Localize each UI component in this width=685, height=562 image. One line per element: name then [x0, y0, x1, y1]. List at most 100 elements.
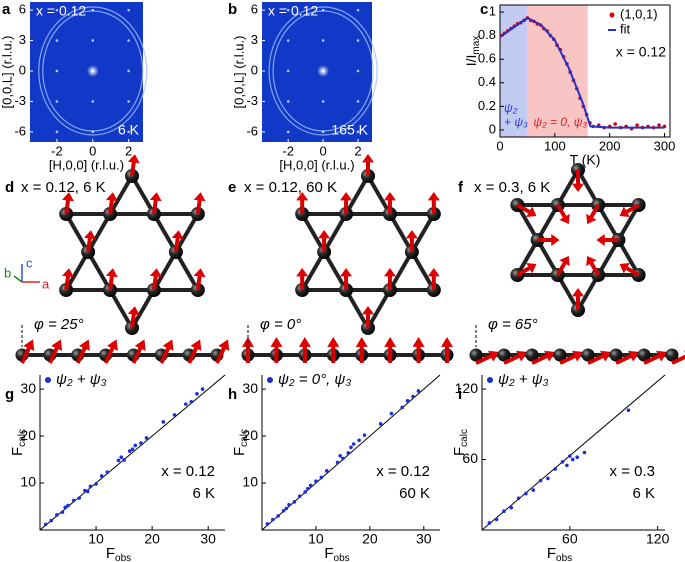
x-tick-label: 20 — [362, 531, 378, 547]
data-point — [405, 399, 410, 403]
arrow-shaft — [503, 353, 522, 365]
arrow-shaft — [516, 265, 532, 277]
data-point — [139, 441, 143, 445]
arrow-head — [526, 262, 537, 274]
bragg-spot — [91, 8, 95, 12]
spin-arrow — [643, 350, 668, 365]
arrow-shaft — [130, 160, 136, 177]
arrow-head — [656, 350, 668, 362]
spin-arrow — [296, 192, 309, 214]
arrow-shaft — [151, 198, 158, 215]
bragg-spot — [91, 130, 95, 134]
data-point — [276, 514, 280, 518]
bragg-spot — [127, 130, 130, 134]
x-tick-label: 10 — [88, 531, 104, 547]
spin-arrow — [516, 203, 537, 218]
data-point — [635, 123, 639, 128]
atom — [637, 348, 651, 362]
data-point — [119, 455, 124, 459]
atom — [581, 348, 595, 362]
spin-arrow — [383, 192, 396, 214]
arrow-head — [51, 339, 63, 351]
y-axis-label-main: F — [9, 447, 26, 456]
bond-triangle — [513, 165, 643, 277]
arrow-head — [62, 268, 74, 278]
data-point — [127, 449, 132, 453]
arrow-head — [340, 192, 353, 201]
spin-arrow — [298, 337, 311, 363]
spin-arrow — [340, 192, 353, 214]
spin-arrow — [537, 234, 560, 246]
data-point — [568, 454, 572, 458]
arrow-head — [383, 192, 396, 201]
axes — [261, 375, 440, 531]
legend-marker — [267, 377, 273, 383]
axis-label-a: a — [42, 276, 50, 291]
x-tick-label: -2 — [282, 143, 294, 158]
data-point — [189, 399, 194, 404]
y-tick-label: -3 — [14, 93, 26, 108]
spin-arrow — [105, 192, 118, 215]
spin-arrow — [327, 337, 340, 363]
spin-arrow — [362, 154, 374, 176]
arrow-shaft — [588, 260, 600, 277]
temperature: 6 K — [118, 122, 140, 138]
x-tick-label: 200 — [599, 138, 621, 153]
arrow-head — [296, 192, 309, 201]
spin-arrow — [586, 255, 600, 277]
atom — [665, 348, 679, 362]
data-point — [43, 522, 48, 527]
spin-arrow — [572, 288, 584, 310]
arrow-head — [105, 192, 118, 202]
annotation: x = 0.12 — [616, 44, 666, 60]
plot-frame — [499, 4, 671, 138]
data-point — [411, 394, 415, 399]
arrow-shaft — [64, 198, 71, 215]
arrow-head — [596, 234, 605, 246]
data-point — [71, 498, 76, 503]
panel-letter: f — [458, 179, 464, 196]
data-point — [538, 478, 543, 483]
data-point — [122, 458, 126, 462]
data-point — [66, 503, 70, 508]
diffraction-image — [30, 2, 143, 142]
arrow-head — [412, 337, 425, 347]
bragg-spot — [286, 39, 290, 42]
data-point — [88, 484, 93, 489]
annotation: 6 K — [632, 485, 655, 502]
x-axis-label-main: F — [106, 545, 115, 562]
arrow-head — [572, 183, 584, 192]
data-point — [349, 445, 353, 450]
panel-letter: d — [5, 179, 14, 196]
axis-label-c: c — [26, 255, 33, 270]
spin-arrow — [131, 339, 146, 364]
axis-label-b: b — [4, 265, 11, 280]
atom — [469, 348, 483, 362]
bragg-spot — [356, 8, 360, 12]
structure-title: x = 0.12, 60 K — [244, 179, 337, 196]
arrow-shaft — [187, 345, 199, 364]
arrow-head — [405, 230, 418, 239]
arrow-head — [383, 268, 396, 277]
y-tick-label: 3 — [251, 32, 258, 47]
spin-arrow — [556, 255, 570, 277]
spin-arrow — [340, 268, 353, 290]
arrow-head — [162, 339, 174, 351]
bragg-spot — [286, 69, 290, 73]
y-axis-label: Fcalc — [231, 429, 250, 456]
bragg-spot — [91, 100, 95, 103]
y-axis-label-sub: calc — [459, 429, 470, 447]
arrow-shaft — [159, 345, 171, 364]
arrow-head — [62, 192, 74, 202]
spin-arrow — [103, 339, 118, 364]
y-tick-label: 60 — [462, 450, 478, 466]
temperature: 165 K — [331, 122, 368, 138]
arrow-head — [619, 206, 630, 218]
data-point — [303, 490, 307, 494]
spin-arrow — [516, 262, 537, 277]
y-axis-label: [0,0,L] (r.l.u.) — [231, 36, 246, 109]
arrow-head — [327, 337, 340, 347]
bragg-spot — [55, 130, 59, 134]
arrow-head — [544, 350, 556, 362]
bragg-spot — [127, 100, 130, 103]
